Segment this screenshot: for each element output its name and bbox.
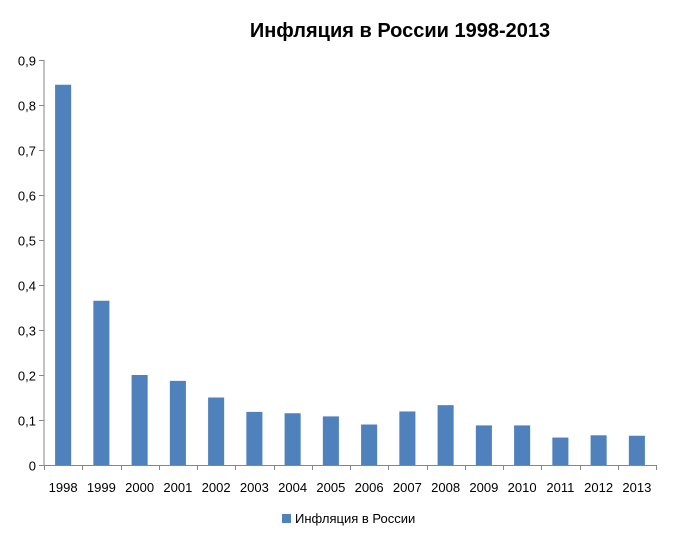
y-tick-label: 0,9 — [18, 54, 36, 69]
x-tick-label: 2000 — [125, 480, 154, 495]
x-tick-label: 2009 — [469, 480, 498, 495]
bar-2010 — [514, 425, 531, 465]
y-tick-label: 0,1 — [18, 414, 36, 429]
bar-2006 — [361, 424, 378, 465]
legend-label: Инфляция в России — [295, 511, 415, 526]
x-tick-label: 2003 — [240, 480, 269, 495]
y-tick-label: 0,2 — [18, 369, 36, 384]
x-tick-label: 2010 — [508, 480, 537, 495]
bar-2003 — [246, 411, 263, 465]
bar-2001 — [169, 380, 186, 465]
bar-2013 — [628, 435, 645, 465]
x-tick-label: 2007 — [393, 480, 422, 495]
x-tick-label: 2008 — [431, 480, 460, 495]
x-tick-label: 1998 — [49, 480, 78, 495]
bar-2012 — [590, 435, 607, 465]
y-tick-label: 0,5 — [18, 234, 36, 249]
y-axis: 0 0,1 0,2 0,3 0,4 0,5 0,6 0,7 0,8 0,9 — [18, 54, 45, 474]
x-tick-label: 2005 — [316, 480, 345, 495]
y-tick-label: 0,7 — [18, 144, 36, 159]
bar-1999 — [93, 300, 110, 465]
legend: Инфляция в России — [282, 511, 415, 526]
x-tick-label: 2011 — [546, 480, 574, 495]
y-tick-label: 0,4 — [18, 279, 36, 294]
bar-1998 — [55, 84, 72, 465]
bar-2011 — [552, 437, 569, 465]
x-tick-label: 2006 — [355, 480, 384, 495]
bar-2007 — [399, 411, 416, 465]
bar-2000 — [131, 375, 148, 465]
y-tick-label: 0,3 — [18, 324, 36, 339]
y-tick-label: 0,6 — [18, 189, 36, 204]
x-tick-label: 2004 — [278, 480, 307, 495]
y-tick-label: 0 — [29, 459, 36, 474]
x-tick-label: 1999 — [87, 480, 116, 495]
bar-2002 — [208, 397, 225, 465]
x-axis: 1998 1999 2000 2001 2002 2003 2004 2005 2006 2007… — [44, 465, 657, 495]
x-tick-label: 2013 — [622, 480, 651, 495]
legend-swatch — [282, 514, 291, 523]
bar-2009 — [475, 425, 492, 465]
x-tick-label: 2012 — [584, 480, 613, 495]
chart-title: Инфляция в России 1998-2013 — [250, 20, 550, 42]
x-tick-label: 2002 — [202, 480, 231, 495]
x-tick-label: 2001 — [163, 480, 192, 495]
y-tick-label: 0,8 — [18, 99, 36, 114]
bar-2004 — [284, 413, 301, 465]
bar-2008 — [437, 405, 454, 465]
bar-series — [55, 84, 645, 465]
bar-2005 — [322, 416, 339, 465]
